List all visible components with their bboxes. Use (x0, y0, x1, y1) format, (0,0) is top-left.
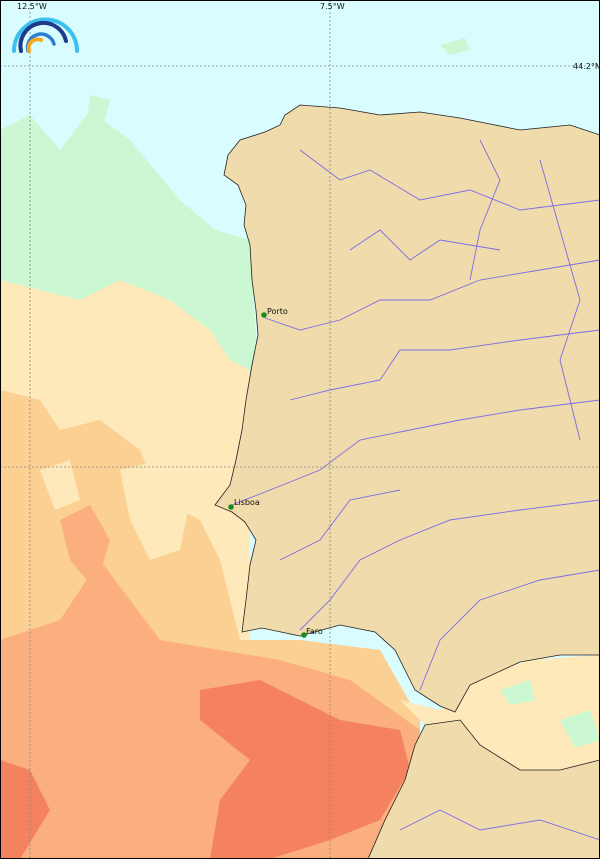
africa-land (367, 719, 600, 859)
city-marker-faro[interactable] (301, 632, 307, 638)
ocean-warm-patch (40, 460, 190, 560)
med-cool-patch (500, 680, 600, 748)
iberia-land (214, 104, 600, 713)
rivers (231, 139, 600, 841)
city-marker-lisboa[interactable] (228, 504, 234, 510)
lat-label-top: 44.2°N (573, 62, 600, 71)
ocean-hot-zone (0, 680, 410, 859)
city-label-faro: Faro (306, 627, 323, 636)
lon-label-west: 12.5°W (17, 2, 47, 11)
city-marker-porto[interactable] (261, 312, 267, 318)
city-label-lisboa: Lisboa (234, 498, 260, 507)
lon-label-mid: 7.5°W (320, 2, 345, 11)
city-label-porto: Porto (267, 307, 288, 316)
rainbow-logo-icon (12, 17, 79, 53)
mediterranean-sea (400, 655, 600, 770)
